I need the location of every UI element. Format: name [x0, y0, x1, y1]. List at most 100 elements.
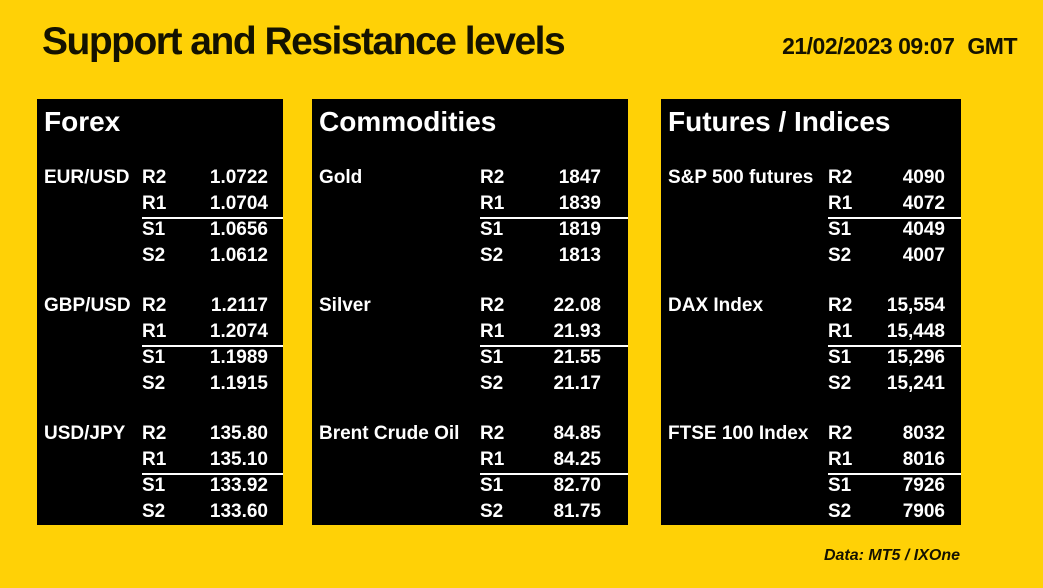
instrument-name [37, 345, 142, 371]
instrument-name [37, 499, 142, 525]
level-value: 135.10 [197, 447, 283, 475]
level-row: S2 1813 [312, 243, 628, 269]
level-value: 4072 [883, 191, 961, 219]
level-row: S2 1.1915 [37, 371, 283, 397]
panel-title: Commodities [319, 106, 497, 137]
level-label: S1 [828, 347, 852, 368]
level-row: S1 1.1989 [37, 345, 283, 371]
instrument-group: Silver R2 22.08 R1 21.93 S1 21.55 S2 21.… [312, 293, 628, 397]
instrument-name [312, 345, 480, 371]
instrument-name [37, 319, 142, 347]
level-label: S2 [480, 245, 504, 266]
instrument-name [661, 371, 828, 397]
level-value: 21.55 [553, 347, 601, 368]
level-row: R1 21.93 [312, 319, 628, 347]
level-label: R1 [142, 191, 197, 219]
instrument-name: EUR/USD [44, 167, 130, 188]
level-value: 84.25 [535, 447, 628, 475]
instrument-name [661, 243, 828, 269]
level-value: 15,554 [886, 295, 945, 316]
instrument-name: USD/JPY [44, 423, 126, 444]
level-row: R1 4072 [661, 191, 961, 219]
level-value: 22.08 [553, 295, 601, 316]
level-row: S2 21.17 [312, 371, 628, 397]
level-label: S1 [480, 219, 504, 240]
level-label: S2 [828, 245, 852, 266]
instrument-name [312, 371, 480, 397]
level-value: 15,296 [886, 347, 945, 368]
timestamp: 21/02/2023 09:07 GMT [782, 33, 1017, 60]
level-label: R1 [142, 447, 197, 475]
instrument-name [312, 191, 480, 219]
instrument-name: Gold [319, 167, 363, 188]
instrument-group: GBP/USD R2 1.2117 R1 1.2074 S1 1.1989 S2… [37, 293, 283, 397]
level-value: 8016 [883, 447, 961, 475]
level-row: GBP/USD R2 1.2117 [37, 293, 283, 319]
level-label: R1 [480, 447, 535, 475]
instrument-name [661, 217, 828, 243]
panel-title: Forex [44, 106, 121, 137]
level-row: S1 21.55 [312, 345, 628, 371]
instrument-name [312, 243, 480, 269]
instrument-name: S&P 500 futures [668, 167, 814, 188]
level-row: S2 7906 [661, 499, 961, 525]
level-row: S&P 500 futures R2 4090 [661, 165, 961, 191]
timestamp-date: 21/02/2023 09:07 [782, 33, 955, 59]
level-row: S1 1819 [312, 217, 628, 243]
level-label: S2 [142, 373, 166, 394]
level-value: 1.0722 [209, 167, 268, 188]
level-row: R1 8016 [661, 447, 961, 475]
level-value: 82.70 [553, 475, 601, 496]
level-label: R1 [828, 319, 883, 347]
instrument-group: Gold R2 1847 R1 1839 S1 1819 S2 1813 [312, 165, 628, 269]
instrument-group: S&P 500 futures R2 4090 R1 4072 S1 4049 … [661, 165, 961, 269]
instrument-name: DAX Index [668, 295, 764, 316]
level-value: 8032 [902, 423, 945, 444]
instrument-name [661, 319, 828, 347]
instrument-group: USD/JPY R2 135.80 R1 135.10 S1 133.92 S2… [37, 421, 283, 525]
instrument-name: GBP/USD [44, 295, 131, 316]
level-value: 1.0656 [209, 219, 268, 240]
level-value: 1813 [558, 245, 601, 266]
instrument-name: FTSE 100 Index [668, 423, 809, 444]
level-row: S2 15,241 [661, 371, 961, 397]
level-label: S1 [142, 219, 166, 240]
level-value: 15,448 [883, 319, 961, 347]
level-row: FTSE 100 Index R2 8032 [661, 421, 961, 447]
level-row: S1 82.70 [312, 473, 628, 499]
level-label: R1 [480, 191, 535, 219]
level-value: 1819 [558, 219, 601, 240]
instrument-name [661, 191, 828, 219]
level-row: S2 4007 [661, 243, 961, 269]
level-row: Brent Crude Oil R2 84.85 [312, 421, 628, 447]
instrument-name [312, 473, 480, 499]
level-row: S1 133.92 [37, 473, 283, 499]
level-label: S2 [828, 373, 852, 394]
level-value: 1.2074 [197, 319, 283, 347]
instrument-name: Silver [319, 295, 371, 316]
level-row: EUR/USD R2 1.0722 [37, 165, 283, 191]
level-value: 1839 [535, 191, 628, 219]
level-row: S1 7926 [661, 473, 961, 499]
level-value: 81.75 [553, 501, 601, 522]
instrument-name [37, 473, 142, 499]
level-label: S2 [142, 501, 166, 522]
level-value: 1.0612 [209, 245, 268, 266]
level-value: 84.85 [553, 423, 601, 444]
level-row: S2 81.75 [312, 499, 628, 525]
level-label: R2 [828, 423, 853, 444]
panel-futures-indices: Futures / Indices S&P 500 futures R2 409… [661, 99, 961, 525]
instrument-name [37, 243, 142, 269]
level-label: S1 [142, 475, 166, 496]
timestamp-timezone: GMT [967, 33, 1017, 59]
instrument-name [661, 473, 828, 499]
level-label: R2 [142, 295, 167, 316]
instrument-name [37, 371, 142, 397]
level-value: 4007 [902, 245, 945, 266]
instrument-group: Brent Crude Oil R2 84.85 R1 84.25 S1 82.… [312, 421, 628, 525]
level-label: S2 [480, 501, 504, 522]
level-value: 7906 [902, 501, 945, 522]
level-row: R1 1839 [312, 191, 628, 219]
instrument-name [312, 217, 480, 243]
level-value: 1.1989 [209, 347, 268, 368]
